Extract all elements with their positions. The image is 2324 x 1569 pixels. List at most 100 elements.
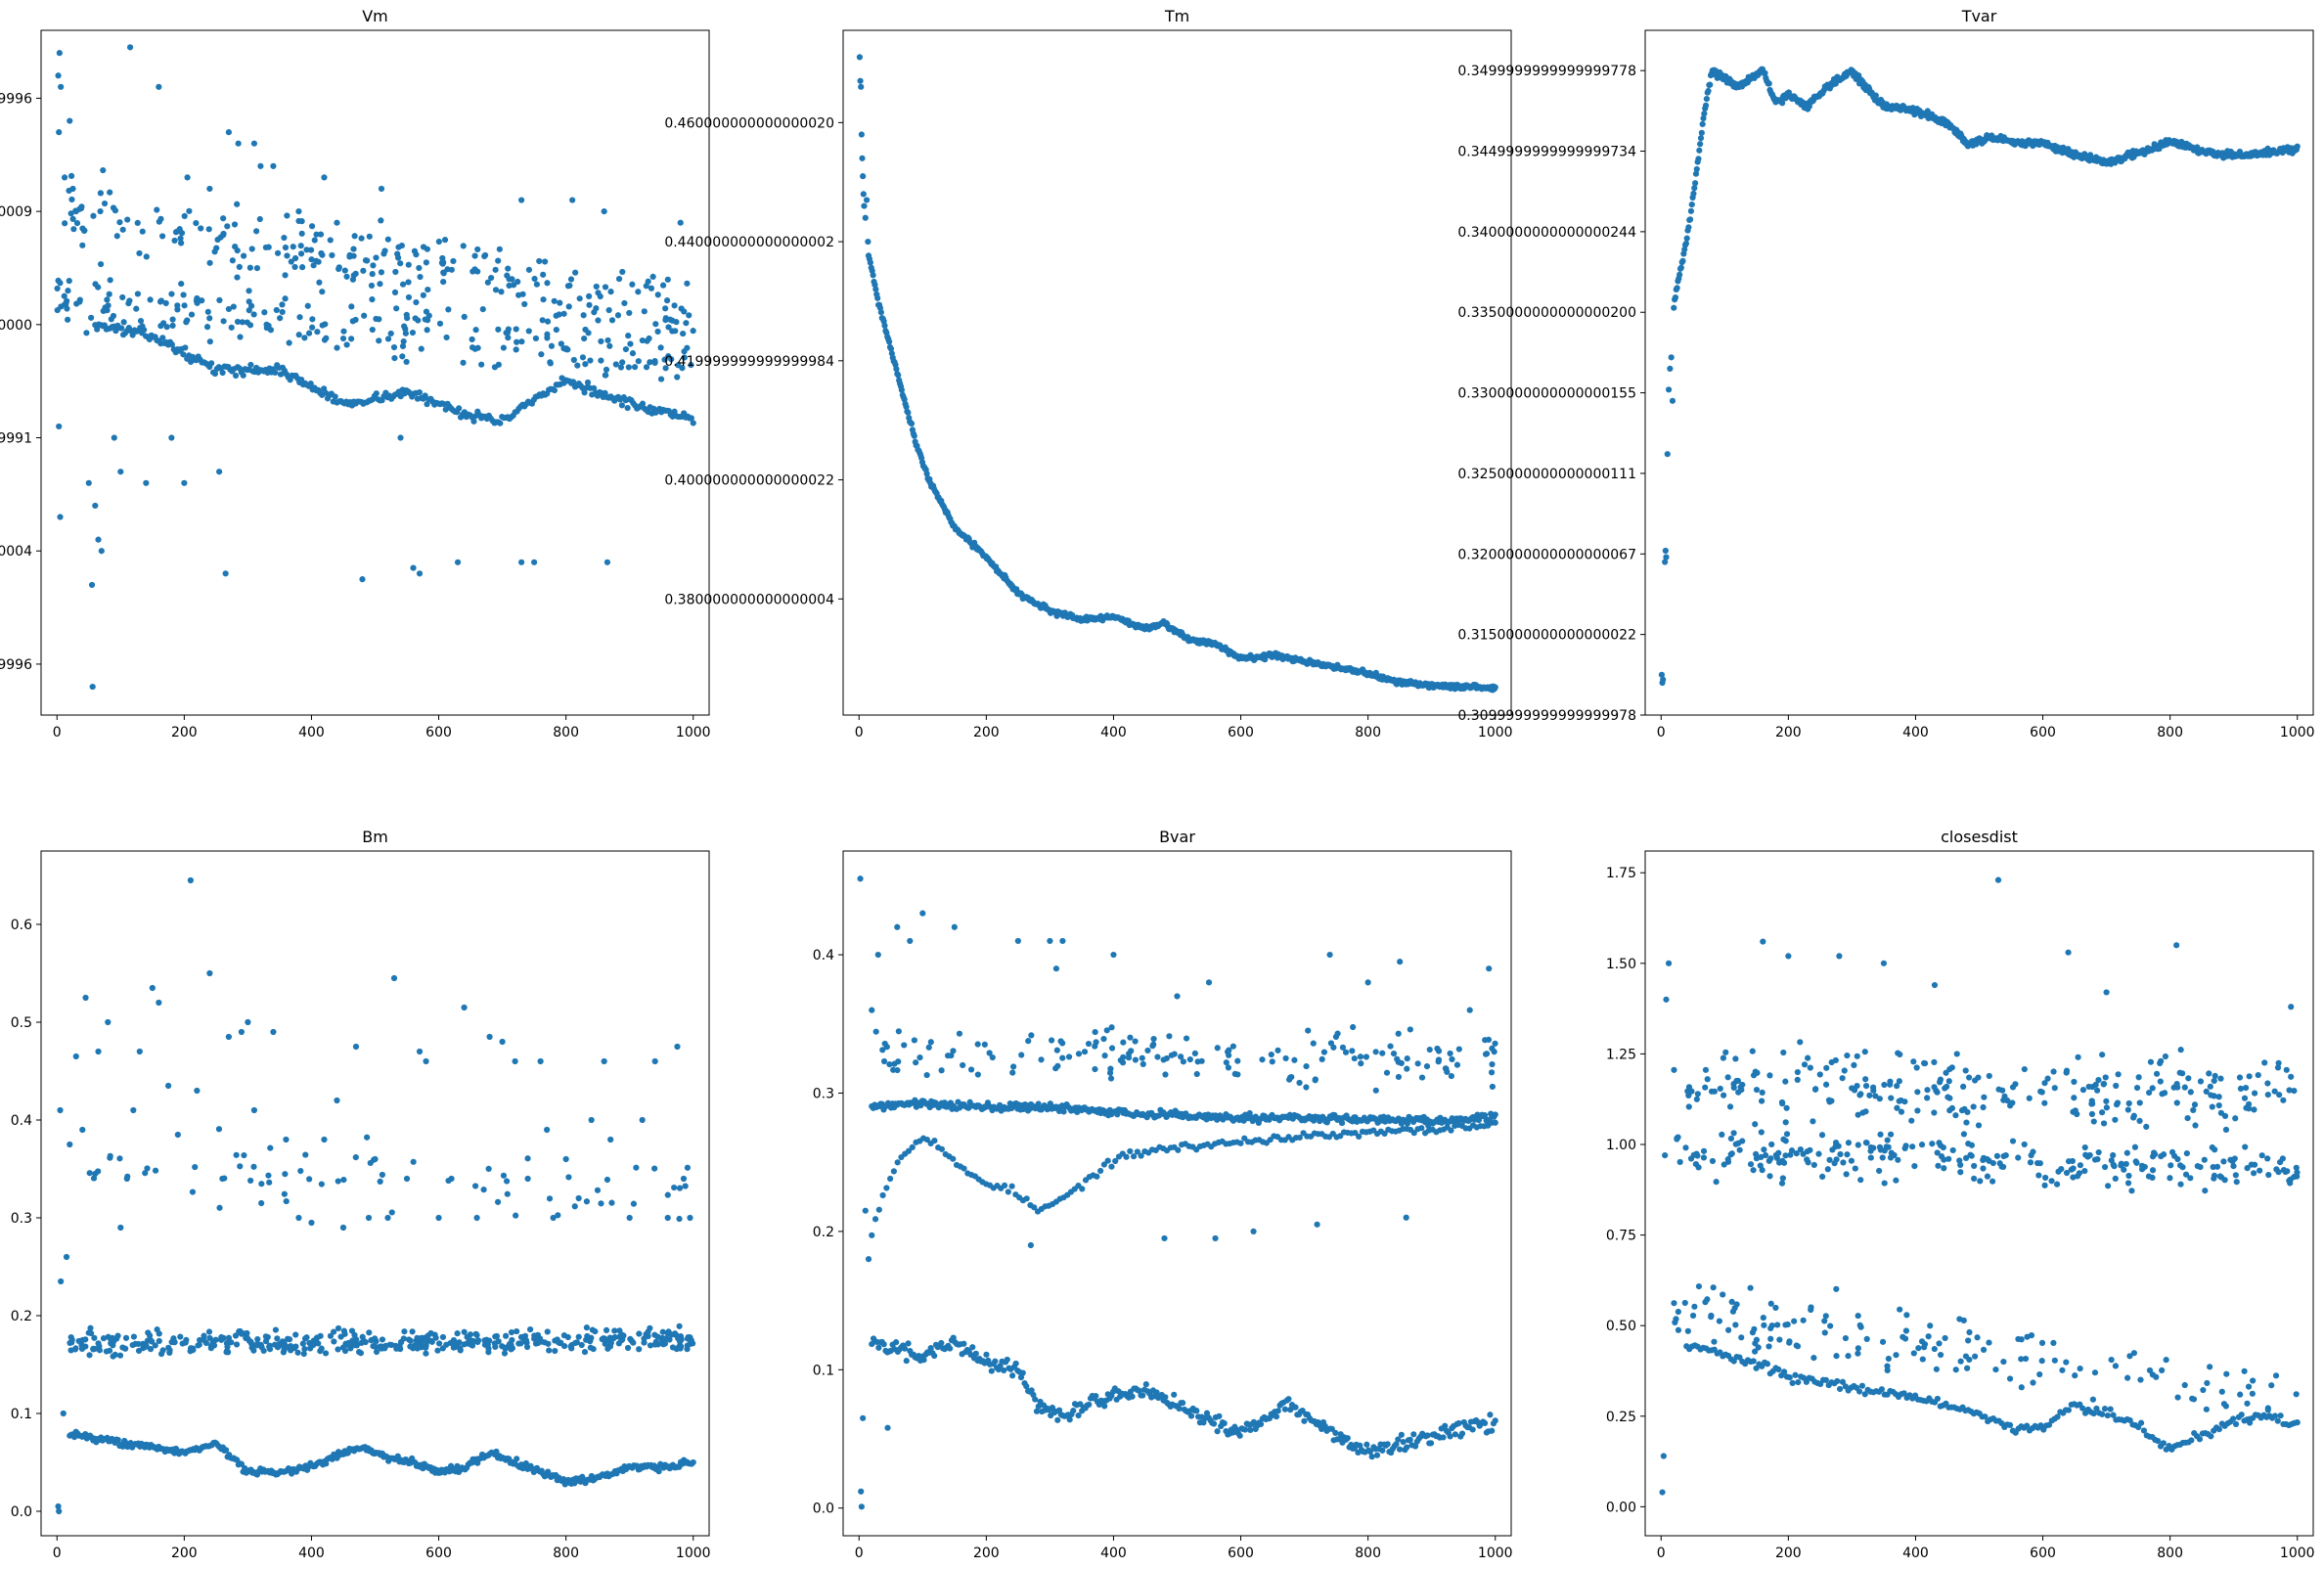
scatter-point	[522, 1459, 529, 1467]
scatter-point	[55, 1502, 62, 1510]
scatter-point	[1060, 1108, 1067, 1115]
scatter-point	[171, 1339, 178, 1346]
scatter-point	[1123, 1153, 1130, 1160]
subplot-title: Bm	[362, 828, 388, 846]
scatter-point	[300, 1350, 307, 1358]
scatter-point	[617, 364, 625, 371]
scatter-point	[407, 1337, 414, 1344]
scatter-point	[67, 210, 74, 217]
scatter-point	[1180, 1400, 1186, 1407]
scatter-point	[907, 937, 914, 945]
scatter-point	[1935, 1162, 1942, 1169]
scatter-point	[114, 1436, 121, 1444]
scatter-point	[1229, 1043, 1236, 1050]
scatter-point	[1910, 1058, 1917, 1065]
scatter-point	[1797, 1145, 1804, 1153]
scatter-point	[92, 281, 99, 288]
scatter-point	[397, 434, 404, 441]
scatter-point	[2211, 1077, 2217, 1085]
scatter-point	[1660, 676, 1667, 683]
scatter-point	[405, 261, 412, 268]
scatter-point	[1418, 1125, 1425, 1132]
scatter-point	[553, 327, 559, 334]
scatter-point	[480, 1187, 487, 1193]
scatter-point	[675, 1335, 682, 1342]
scatter-point	[159, 335, 166, 341]
subplot-Vm: Vm020040060080010001.199999999999999961.…	[0, 7, 711, 740]
scatter-point	[1292, 1404, 1299, 1411]
scatter-point	[1896, 1078, 1902, 1085]
scatter-point	[339, 1344, 347, 1351]
scatter-point	[2133, 1084, 2141, 1092]
scatter-point	[79, 242, 86, 248]
scatter-point	[322, 1350, 330, 1357]
scatter-point	[1025, 1038, 1032, 1045]
scatter-point	[531, 1332, 538, 1339]
scatter-point	[206, 338, 213, 345]
scatter-point	[1880, 960, 1888, 966]
scatter-point	[657, 376, 665, 382]
scatter-point	[1931, 981, 1939, 989]
scatter-point	[307, 381, 314, 387]
scatter-point	[1819, 1173, 1826, 1181]
scatter-point	[1696, 147, 1703, 154]
scatter-point	[143, 479, 150, 486]
scatter-point	[443, 1341, 450, 1348]
scatter-point	[664, 276, 671, 283]
scatter-point	[1358, 1060, 1364, 1067]
scatter-point	[282, 272, 289, 279]
y-tick-label: 0.6	[11, 918, 32, 933]
y-tick-label: 0.3	[11, 1211, 32, 1227]
scatter-point	[1247, 1426, 1254, 1433]
scatter-point	[2079, 1087, 2087, 1094]
scatter-point	[245, 1018, 251, 1026]
x-tick-label: 800	[553, 725, 579, 740]
scatter-point	[913, 1059, 919, 1066]
scatter-point	[238, 1330, 246, 1337]
scatter-point	[473, 1331, 480, 1339]
scatter-point	[137, 317, 145, 325]
scatter-point	[86, 1170, 93, 1177]
scatter-point	[82, 994, 89, 1002]
scatter-point	[662, 365, 669, 372]
scatter-point	[474, 1338, 481, 1346]
scatter-point	[91, 1334, 98, 1341]
scatter-point	[2206, 1070, 2212, 1077]
scatter-point	[1107, 1075, 1115, 1082]
scatter-point	[1108, 1163, 1115, 1170]
scatter-point	[192, 1164, 199, 1171]
scatter-point	[872, 286, 879, 292]
x-tick-label: 1000	[1478, 1546, 1513, 1561]
x-tick-label: 0	[1657, 725, 1666, 740]
scatter-point	[118, 325, 125, 332]
scatter-point	[117, 469, 124, 475]
scatter-point	[116, 219, 123, 226]
scatter-point	[397, 260, 404, 267]
scatter-point	[875, 1206, 882, 1213]
scatter-point	[1488, 1069, 1496, 1076]
scatter-point	[567, 1343, 574, 1350]
scatter-point	[78, 203, 85, 210]
scatter-point	[172, 229, 180, 236]
scatter-point	[403, 1175, 411, 1183]
scatter-point	[2232, 1115, 2239, 1122]
scatter-point	[370, 1343, 377, 1350]
scatter-point	[195, 1342, 201, 1349]
scatter-point	[309, 324, 316, 331]
scatter-point	[874, 951, 881, 959]
scatter-point	[219, 369, 226, 377]
x-tick-label: 200	[1775, 725, 1802, 740]
scatter-point	[310, 262, 317, 269]
scatter-point	[343, 273, 350, 280]
scatter-point	[590, 1346, 597, 1353]
scatter-point	[1447, 1433, 1453, 1440]
scatter-point	[392, 268, 399, 276]
scatter-point	[499, 1038, 506, 1046]
scatter-point	[1664, 451, 1671, 458]
y-tick-label: 0.1	[813, 1363, 834, 1378]
y-tick-label: 0.3250000000000000111	[1457, 467, 1636, 482]
scatter-point	[469, 336, 475, 343]
scatter-point	[186, 207, 193, 214]
scatter-point	[113, 233, 120, 240]
scatter-point	[307, 247, 315, 253]
